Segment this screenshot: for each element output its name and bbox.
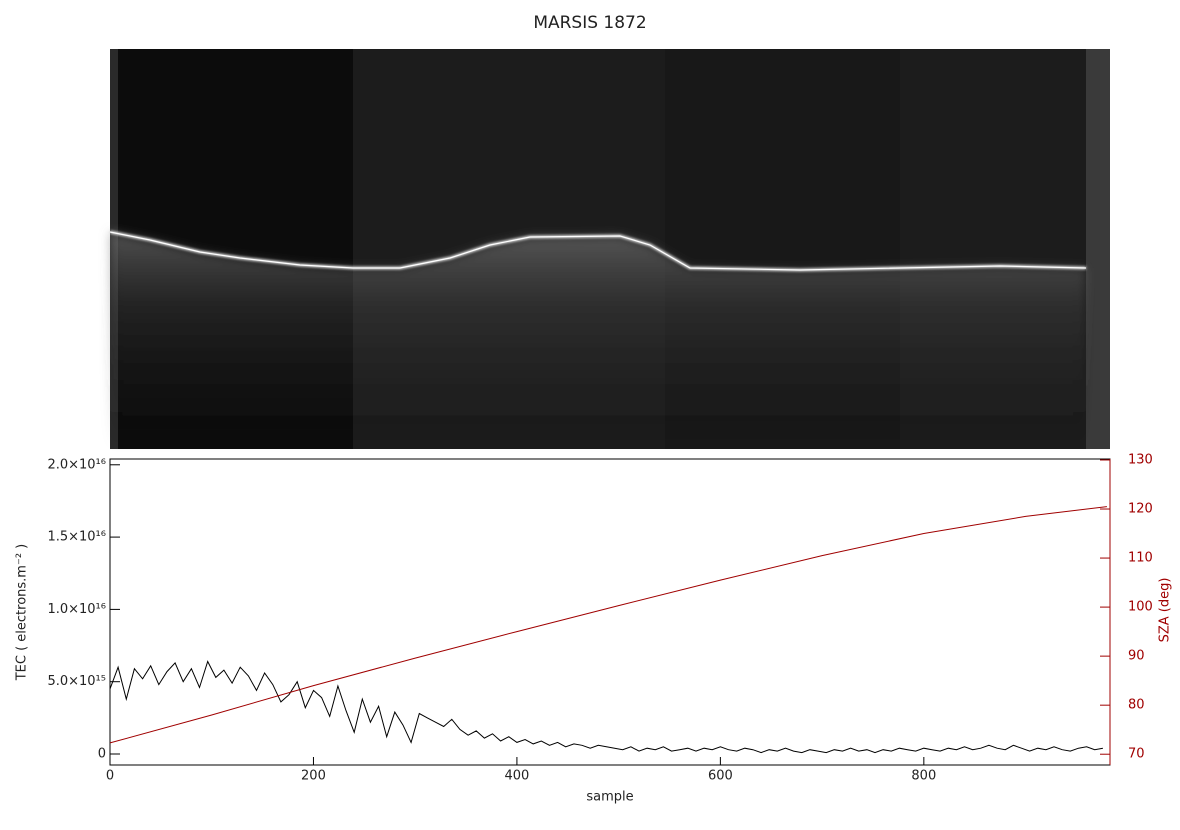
x-tick-label: 600 xyxy=(708,769,733,784)
y-tick-label: 1.5×10¹⁶ xyxy=(47,530,106,545)
chart-title: MARSIS 1872 xyxy=(533,13,646,33)
y2-axis-label: SZA (deg) xyxy=(1158,578,1173,643)
y2-tick-label: 110 xyxy=(1128,551,1153,566)
x-tick-label: 400 xyxy=(505,769,530,784)
x-tick-label: 800 xyxy=(911,769,936,784)
data-line xyxy=(109,660,1103,754)
plot-frame xyxy=(109,458,1111,766)
y2-tick-label: 70 xyxy=(1128,747,1145,762)
radargram xyxy=(109,49,1110,449)
y-tick-label: 5.0×10¹⁵ xyxy=(47,674,106,689)
x-tick-label: 200 xyxy=(301,769,326,784)
y2-tick-label: 80 xyxy=(1128,698,1145,713)
y-tick-label: 1.0×10¹⁶ xyxy=(47,602,106,617)
y2-tick-label: 120 xyxy=(1128,502,1153,517)
y-tick-label: 0 xyxy=(98,747,106,762)
x-axis-label: sample xyxy=(586,790,633,805)
y-tick-label: 2.0×10¹⁶ xyxy=(47,457,106,472)
y2-tick-label: 100 xyxy=(1128,600,1153,615)
y-axis-label: TEC ( electrons.m⁻² ) xyxy=(15,544,30,682)
y2-tick-label: 130 xyxy=(1128,452,1153,467)
data-line xyxy=(109,506,1107,744)
x-tick-label: 0 xyxy=(106,769,114,784)
y2-tick-label: 90 xyxy=(1128,649,1145,664)
